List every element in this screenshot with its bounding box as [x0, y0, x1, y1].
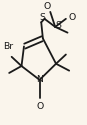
Text: Br: Br: [3, 42, 13, 51]
Text: O: O: [68, 13, 76, 22]
Text: O: O: [43, 2, 51, 11]
Text: S: S: [56, 21, 61, 30]
Text: S: S: [39, 13, 45, 22]
Text: N: N: [36, 75, 43, 84]
Text: O: O: [37, 102, 44, 111]
